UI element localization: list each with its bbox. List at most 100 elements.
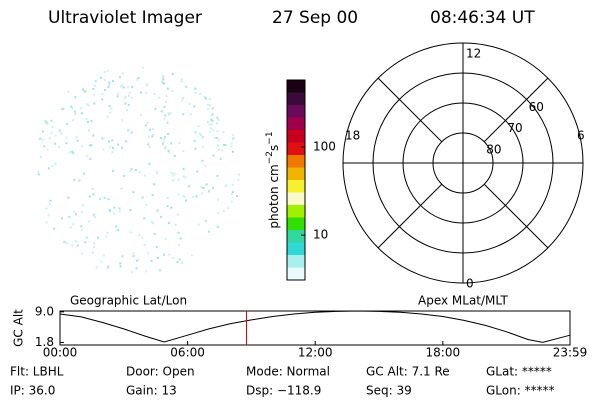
colorbar-label: photon cm−2s−1: [265, 131, 281, 228]
pixel: [65, 136, 68, 139]
pixel: [236, 195, 238, 198]
pixel: [230, 200, 233, 203]
pixel: [80, 225, 83, 228]
pixel: [47, 214, 50, 217]
pixel: [136, 78, 139, 81]
pixel: [141, 66, 144, 69]
pixel: [92, 88, 95, 90]
pixel: [95, 266, 98, 269]
pixel: [117, 143, 120, 146]
pixel: [66, 122, 69, 125]
pixel: [144, 91, 147, 94]
pixel: [153, 233, 156, 236]
pixel: [231, 183, 234, 186]
info-field: Gain: 13: [126, 384, 177, 398]
panel-label: Geographic Lat/Lon: [70, 294, 187, 308]
pixel: [200, 134, 202, 136]
pixel: [182, 113, 185, 116]
diagonal: [377, 183, 443, 249]
pixel: [121, 255, 124, 258]
pixel: [100, 260, 103, 263]
pixel: [134, 169, 137, 171]
pixel: [103, 196, 106, 199]
pixel: [207, 103, 209, 106]
pixel: [224, 185, 227, 188]
pixel: [117, 93, 119, 95]
pixel: [47, 167, 50, 170]
pixel: [109, 210, 112, 213]
pixel: [46, 148, 49, 151]
pixel: [53, 227, 56, 230]
pixel: [121, 146, 124, 149]
color-band: [287, 205, 305, 218]
pixel: [92, 213, 95, 216]
info: Flt: LBHL Door: Open Mode: Normal GC Alt: 7…: [10, 365, 555, 398]
pixel: [107, 86, 110, 88]
pixel: [146, 121, 149, 124]
pixel: [176, 261, 179, 264]
pixel: [178, 258, 181, 261]
pixel: [109, 146, 112, 148]
pixel: [131, 85, 134, 88]
pixel: [75, 136, 78, 139]
pixel: [70, 106, 73, 109]
pixel: [217, 119, 220, 121]
pixel: [113, 212, 115, 215]
pixel: [62, 107, 65, 110]
pixel: [69, 226, 72, 229]
pixel: [102, 254, 105, 257]
pixel: [197, 223, 200, 226]
pixel: [163, 253, 165, 256]
pixel: [147, 143, 150, 146]
pixel: [143, 217, 146, 220]
pixel: [222, 209, 225, 212]
pixel: [81, 145, 84, 148]
pixel: [163, 82, 166, 85]
pixel: [111, 151, 114, 154]
pixel: [82, 172, 85, 175]
mlt-label: 18: [345, 129, 360, 143]
pixel: [178, 243, 180, 246]
pixel: [41, 139, 44, 142]
pixel: [179, 237, 182, 240]
pixel: [216, 116, 219, 119]
color-band: [287, 142, 305, 156]
pixel: [151, 194, 154, 197]
pixel: [166, 205, 169, 208]
pixel: [211, 123, 213, 126]
pixel: [148, 135, 150, 138]
pixel: [206, 107, 209, 110]
pixel: [180, 80, 183, 83]
info-field: GLat: *****: [486, 365, 552, 379]
pixel: [162, 138, 165, 140]
pixel: [68, 151, 71, 154]
pixel: [112, 80, 114, 82]
lat-label: 60: [529, 100, 544, 114]
pixel: [168, 151, 171, 154]
pixel: [194, 87, 197, 90]
pixel: [85, 236, 88, 239]
pixel: [161, 142, 164, 145]
pixel: [208, 190, 211, 193]
pixel: [180, 78, 183, 81]
image: [37, 66, 241, 273]
x-tick-label: 23:59: [553, 346, 588, 360]
pixel: [177, 193, 180, 196]
pixel: [232, 191, 234, 194]
pixel: [141, 236, 144, 239]
pixel: [216, 122, 218, 125]
pixel: [50, 131, 53, 134]
pixel: [94, 216, 97, 219]
pixel: [238, 173, 241, 176]
info-field: Seq: 39: [366, 384, 412, 398]
pixel: [90, 120, 93, 123]
pixel: [105, 235, 108, 238]
pixel: [72, 151, 75, 154]
pixel: [193, 105, 196, 108]
lat-label: 80: [486, 142, 501, 156]
pixel: [224, 144, 227, 147]
pixel: [172, 174, 175, 177]
pixel: [209, 104, 212, 107]
